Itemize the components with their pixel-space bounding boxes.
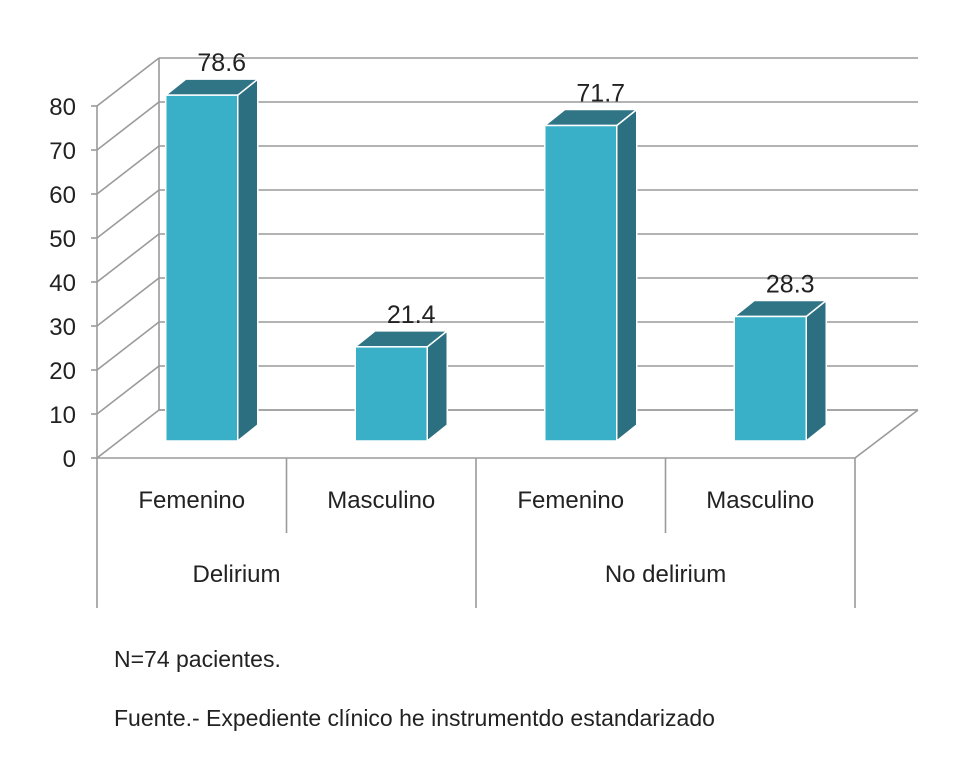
- gridline-wall: [96, 189, 160, 239]
- grid-layer: [96, 57, 919, 459]
- gridline-wall: [96, 145, 160, 195]
- y-tick-label: 0: [63, 446, 76, 473]
- y-tick-label: 30: [49, 314, 76, 341]
- data-label: 78.6: [197, 49, 246, 77]
- y-tick-label: 70: [49, 138, 76, 165]
- bar-front: [733, 315, 807, 442]
- gridline-wall: [96, 277, 160, 327]
- bar: [732, 298, 829, 443]
- sample-size-note: N=74 pacientes.: [114, 646, 281, 672]
- gridline-wall: [96, 409, 160, 459]
- data-label: 28.3: [766, 270, 815, 298]
- bar-side: [616, 107, 638, 443]
- bar: [542, 107, 639, 443]
- floor-right: [854, 409, 919, 459]
- bar-front: [165, 94, 239, 442]
- y-tick-label: 80: [49, 94, 76, 121]
- gridline-wall: [96, 233, 160, 283]
- gridline-wall: [96, 101, 160, 151]
- y-tick-label: 10: [49, 402, 76, 429]
- bar-chart: 0 10 20 30 40 50 60 70 80 78.6 Femenino 21.4 Masculi…: [49, 49, 919, 608]
- axis-layer: [91, 105, 856, 608]
- bar-front: [544, 124, 618, 442]
- gridline-wall: [96, 365, 160, 415]
- category-label: Masculino: [327, 487, 435, 514]
- group-label: No delirium: [605, 561, 726, 588]
- y-tick-label: 60: [49, 182, 76, 209]
- source-note: Fuente.- Expediente clínico he instrumen…: [114, 705, 715, 731]
- category-label: Masculino: [706, 487, 814, 514]
- bar-side: [426, 329, 448, 443]
- y-tick-label: 40: [49, 270, 76, 297]
- data-label: 21.4: [387, 301, 436, 329]
- y-tick-label: 20: [49, 358, 76, 385]
- group-label: Delirium: [192, 561, 280, 588]
- data-label: 71.7: [576, 80, 625, 108]
- labels-layer: 0 10 20 30 40 50 60 70 80 78.6 Femenino 21.4 Masculi…: [49, 49, 814, 588]
- bars-layer: [163, 77, 829, 443]
- bar-front: [354, 346, 428, 442]
- bar: [163, 77, 260, 443]
- bar: [353, 329, 450, 443]
- category-label: Femenino: [517, 487, 624, 514]
- y-tick-label: 50: [49, 226, 76, 253]
- gridline-wall: [96, 57, 160, 107]
- category-label: Femenino: [138, 487, 245, 514]
- bar-side: [237, 77, 259, 443]
- gridline-wall: [96, 321, 160, 371]
- bar-side: [805, 298, 827, 443]
